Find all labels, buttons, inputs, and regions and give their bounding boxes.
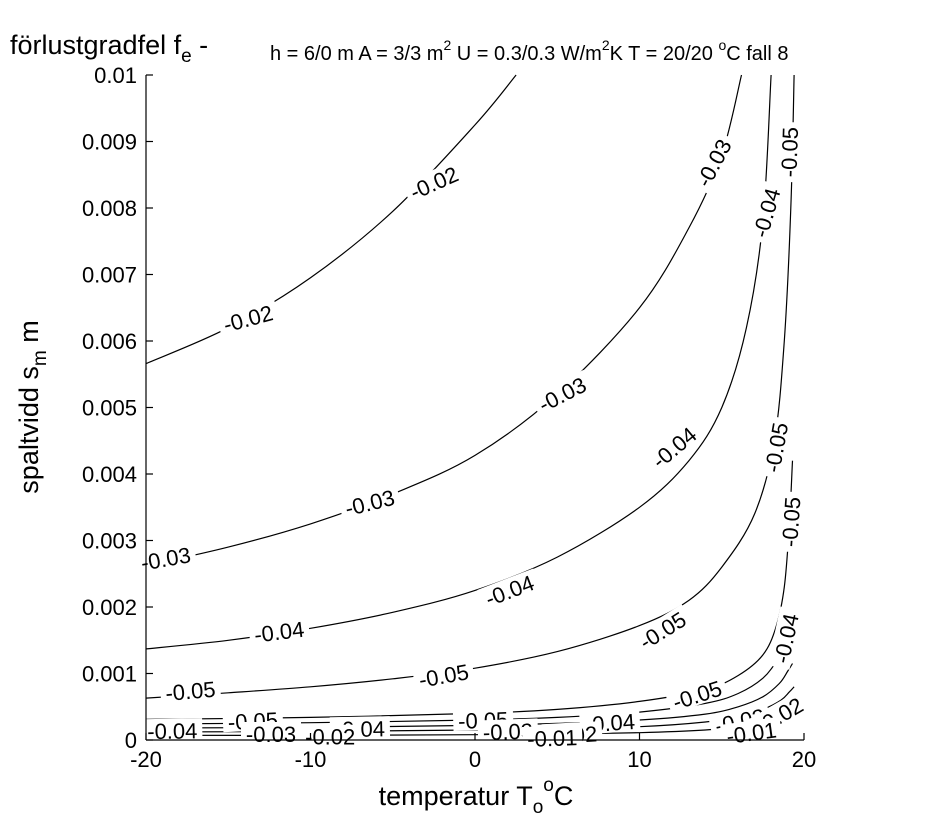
contour-label-bg bbox=[720, 716, 783, 747]
contour-label: -0.03 bbox=[337, 483, 402, 521]
y-tick-label: 0.005 bbox=[82, 396, 137, 421]
contour-label: -0.04 bbox=[477, 568, 542, 612]
contour-label-bg bbox=[776, 491, 803, 553]
contour-label-bg bbox=[746, 180, 785, 245]
y-tick-label: 0.003 bbox=[82, 529, 137, 554]
contour-label-bg bbox=[215, 299, 280, 336]
contour-label-text: -0.03 bbox=[534, 372, 590, 417]
contour-label-text: -0.04 bbox=[253, 617, 306, 648]
contour-label-text: -0.04 bbox=[748, 185, 786, 240]
contour-label: -0.03 bbox=[241, 722, 301, 747]
x-tick-label: 0 bbox=[469, 747, 481, 772]
contour-label: -0.01 bbox=[720, 716, 783, 749]
contour-label: -0.03 bbox=[530, 369, 594, 417]
x-tick-label: -20 bbox=[130, 747, 162, 772]
contour-label-bg bbox=[247, 616, 311, 646]
contour-label-text: -0.05 bbox=[417, 659, 471, 692]
chart-parameters: h = 6/0 m A = 3/3 m2 U = 0.3/0.3 W/m2K T… bbox=[270, 37, 788, 65]
y-tick-label: 0.009 bbox=[82, 130, 137, 155]
contour-label-bg bbox=[241, 722, 301, 744]
contour-line bbox=[145, 74, 743, 567]
contour-label-bg bbox=[401, 159, 466, 205]
contour-label-text: -0.02 bbox=[221, 300, 276, 337]
x-axis-ticks: -20 -10 0 10 20 bbox=[130, 733, 816, 772]
contour-label-bg bbox=[412, 658, 475, 691]
contour-label-bg bbox=[300, 724, 361, 747]
contour-line bbox=[145, 74, 772, 650]
contour-label-bg bbox=[767, 606, 802, 670]
contour-labels: -0.02 -0.02 -0.03 -0.03 -0.03 -0.03 -0.04 -0.04… bbox=[134, 121, 811, 752]
contour-label-text: -0.03 bbox=[691, 135, 737, 191]
contour-label: -0.05 bbox=[776, 491, 806, 553]
contour-label: -0.02 bbox=[300, 724, 361, 750]
x-axis-label: temperatur TooC bbox=[379, 775, 574, 818]
contour-label: -0.05 bbox=[758, 415, 793, 479]
contour-label-text: -0.01 bbox=[527, 725, 578, 752]
y-tick-label: 0.002 bbox=[82, 595, 137, 620]
x-tick-label: 20 bbox=[792, 747, 816, 772]
contour-label: -0.05 bbox=[776, 121, 803, 183]
chart-title: förlustgradfel fe - bbox=[10, 30, 208, 67]
contour-label: -0.05 bbox=[664, 674, 729, 715]
contour-label-bg bbox=[758, 415, 792, 479]
contour-label-text: -0.05 bbox=[777, 496, 805, 548]
contour-label-text: -0.03 bbox=[342, 485, 397, 521]
contour-label-text: -0.02 bbox=[305, 725, 355, 750]
contour-label: -0.05 bbox=[159, 676, 222, 706]
x-tick-label: 10 bbox=[627, 747, 651, 772]
contour-label: -0.05 bbox=[630, 604, 694, 655]
contour-label-bg bbox=[688, 130, 737, 194]
contour-label: -0.05 bbox=[412, 658, 475, 693]
contour-label-bg bbox=[643, 418, 704, 475]
contour-label-bg bbox=[142, 718, 203, 742]
contour-label-text: -0.03 bbox=[246, 722, 296, 747]
y-tick-label: 0.008 bbox=[82, 196, 137, 221]
contour-label-text: -0.05 bbox=[760, 421, 793, 475]
contour-label: -0.02 bbox=[401, 159, 466, 205]
y-tick-label: 0.004 bbox=[82, 462, 137, 487]
contour-label-text: -0.03 bbox=[139, 542, 193, 575]
contour-label-bg bbox=[337, 483, 402, 520]
y-tick-label: 0.007 bbox=[82, 263, 137, 288]
contour-label: -0.03 bbox=[134, 541, 197, 576]
contour-label-bg bbox=[630, 604, 694, 655]
y-tick-label: 0.01 bbox=[94, 63, 137, 88]
contour-label-text: -0.04 bbox=[482, 570, 538, 611]
contour-label-text: -0.05 bbox=[670, 676, 725, 715]
contour-label-bg bbox=[776, 121, 801, 183]
contour-label: -0.02 bbox=[215, 299, 280, 337]
contour-label: -0.04 bbox=[746, 180, 786, 245]
contour-label-bg bbox=[159, 676, 222, 704]
contour-label: -0.04 bbox=[247, 616, 311, 648]
contour-label-text: -0.02 bbox=[406, 162, 462, 205]
contour-label-bg bbox=[521, 724, 583, 750]
y-axis-label: spaltvidd sm m bbox=[14, 320, 51, 493]
contour-label-bg bbox=[477, 568, 542, 611]
contour-label-text: -0.04 bbox=[769, 611, 804, 665]
contour-label-text: -0.05 bbox=[776, 127, 803, 178]
x-tick-label: -10 bbox=[295, 747, 327, 772]
contour-line bbox=[145, 74, 517, 365]
y-axis-ticks: 0 0.001 0.002 0.003 0.004 0.005 0.006 0.007 0.00… bbox=[82, 63, 153, 753]
y-tick-label: 0.006 bbox=[82, 329, 137, 354]
y-tick-label: 0 bbox=[125, 728, 137, 753]
contour-label: -0.04 bbox=[643, 418, 704, 475]
contour-label: -0.03 bbox=[688, 130, 737, 194]
y-tick-label: 0.001 bbox=[82, 662, 137, 687]
contour-label-bg bbox=[134, 541, 197, 574]
contour-label-bg bbox=[664, 674, 729, 714]
contour-label: -0.04 bbox=[767, 606, 804, 670]
contour-label-text: -0.05 bbox=[164, 677, 216, 706]
contour-label: -0.01 bbox=[521, 724, 583, 752]
contour-label-bg bbox=[530, 369, 594, 417]
